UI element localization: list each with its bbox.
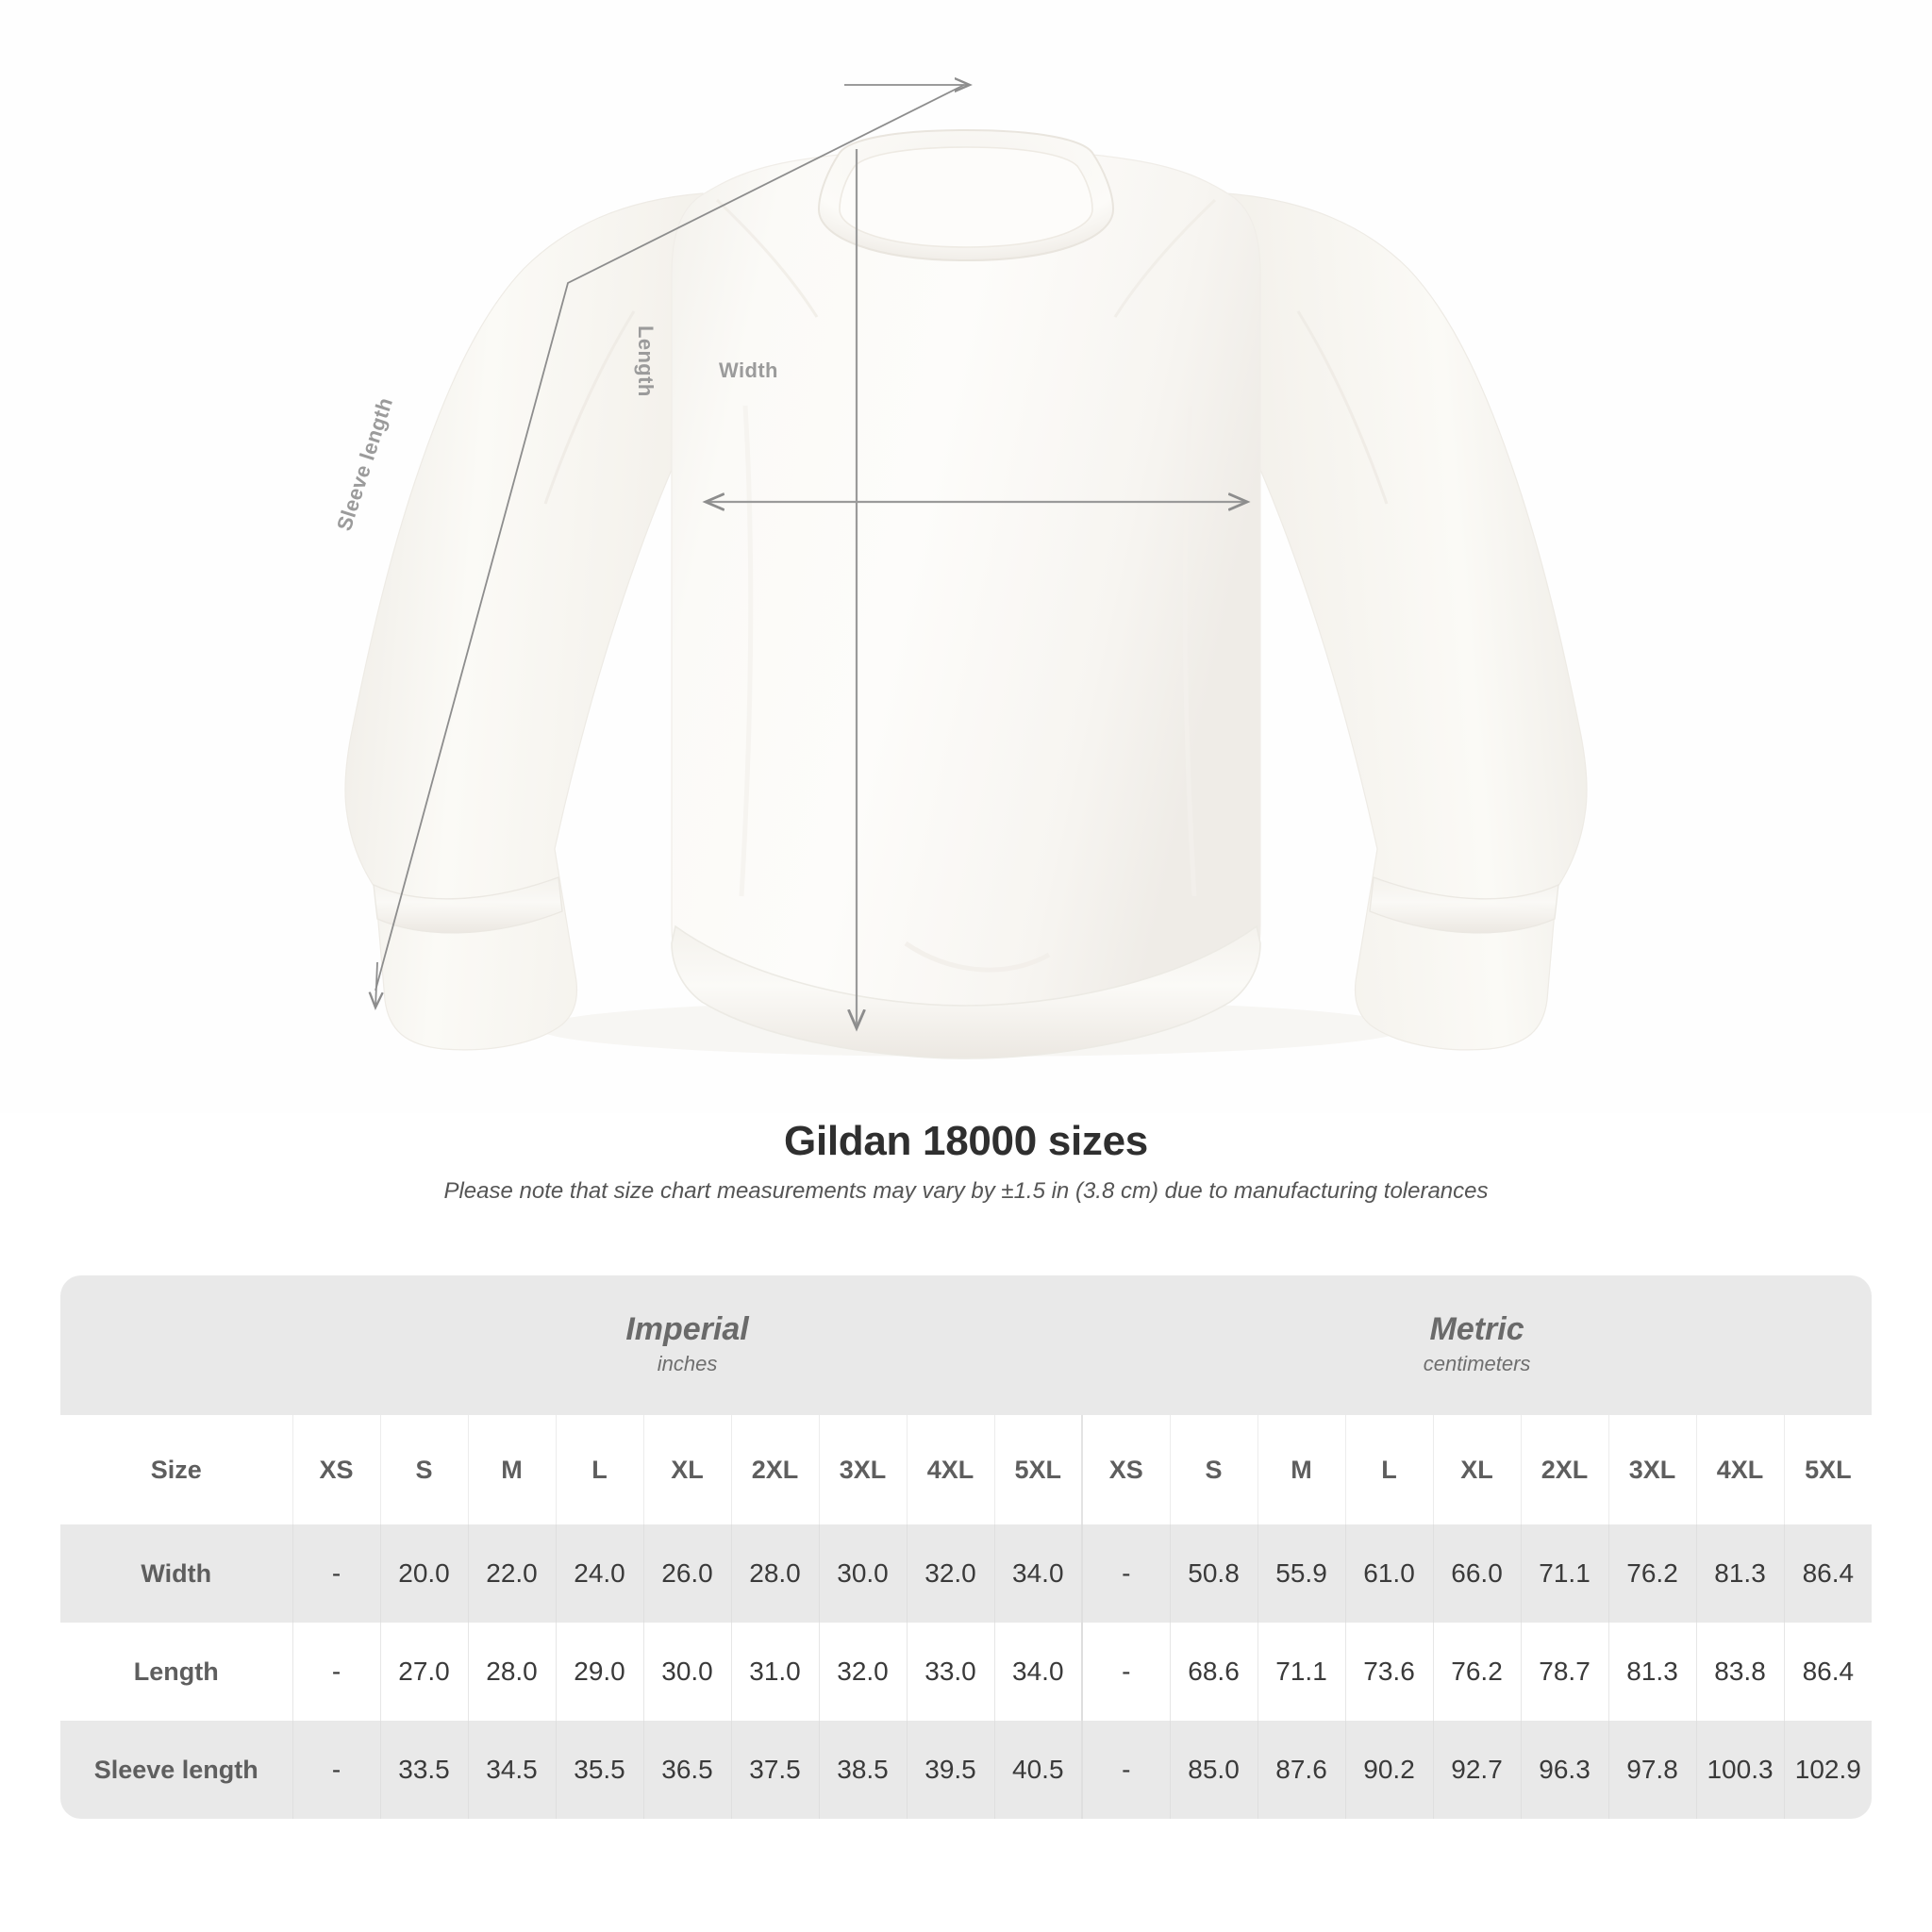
unit-system-name: Metric (1429, 1310, 1524, 1347)
cell-width-imperial-xl: 26.0 (642, 1524, 731, 1623)
cell-sleeve-length-metric-m: 87.6 (1257, 1721, 1346, 1819)
cell-sleeve-length-imperial-xs: - (291, 1721, 380, 1819)
cell-sleeve-length-metric-3xl: 97.8 (1607, 1721, 1697, 1819)
cell-length-metric-3xl: 81.3 (1607, 1623, 1697, 1721)
cell-width-metric-2xl: 71.1 (1520, 1524, 1609, 1623)
size-header-metric-s: S (1169, 1415, 1258, 1524)
cell-sleeve-length-imperial-xl: 36.5 (642, 1721, 731, 1819)
size-header-imperial-xl: XL (642, 1415, 731, 1524)
size-header-imperial-5xl: 5XL (993, 1415, 1083, 1524)
cell-sleeve-length-metric-xs: - (1081, 1721, 1171, 1819)
size-header-imperial-4xl: 4XL (906, 1415, 994, 1524)
cell-length-imperial-2xl: 31.0 (730, 1623, 819, 1721)
cell-width-metric-s: 50.8 (1169, 1524, 1258, 1623)
size-chart-table-container: Imperial inches Metric centimeters Size XS S M L… (60, 1275, 1873, 1819)
size-header-metric-3xl: 3XL (1607, 1415, 1697, 1524)
cell-width-imperial-xs: - (291, 1524, 380, 1623)
cell-length-imperial-xl: 30.0 (642, 1623, 731, 1721)
size-header-imperial-2xl: 2XL (730, 1415, 819, 1524)
cell-sleeve-length-metric-4xl: 100.3 (1695, 1721, 1785, 1819)
cell-length-metric-xs: - (1081, 1623, 1171, 1721)
cell-length-imperial-l: 29.0 (555, 1623, 643, 1721)
tolerance-note: Please note that size chart measurements… (443, 1178, 1489, 1204)
cell-width-imperial-m: 22.0 (467, 1524, 556, 1623)
cell-width-imperial-3xl: 30.0 (818, 1524, 907, 1623)
size-column-header: Size (60, 1415, 292, 1524)
cell-length-imperial-5xl: 34.0 (993, 1623, 1083, 1721)
cell-sleeve-length-imperial-5xl: 40.5 (993, 1721, 1083, 1819)
size-header-metric-4xl: 4XL (1695, 1415, 1785, 1524)
unit-measure-name: inches (657, 1352, 718, 1376)
cell-sleeve-length-metric-5xl: 102.9 (1783, 1721, 1873, 1819)
size-header-metric-l: L (1344, 1415, 1434, 1524)
cell-sleeve-length-imperial-3xl: 38.5 (818, 1721, 907, 1819)
size-header-metric-2xl: 2XL (1520, 1415, 1609, 1524)
measurement-row-label: Sleeve length (60, 1721, 292, 1819)
size-header-metric-xl: XL (1432, 1415, 1522, 1524)
table-row: Length -27.0 28.0 29.0 30.0 31.0 32.0 33.0 34.0-… (60, 1623, 1873, 1721)
cell-width-metric-l: 61.0 (1344, 1524, 1434, 1623)
cell-width-metric-4xl: 81.3 (1695, 1524, 1785, 1623)
unit-header-imperial: Imperial inches (292, 1275, 1083, 1415)
unit-header-spacer (60, 1275, 292, 1415)
title-block: Gildan 18000 sizes Please note that size… (0, 1118, 1932, 1205)
size-header-imperial-xs: XS (291, 1415, 380, 1524)
cell-width-imperial-s: 20.0 (379, 1524, 468, 1623)
width-annotation-label: Width (719, 358, 778, 382)
unit-header-row: Imperial inches Metric centimeters (60, 1275, 1873, 1415)
size-header-row: Size XS S M L XL 2XL 3XL 4XL 5XL XS S M L XL 2XL 3XL 4XL 5… (60, 1415, 1873, 1524)
cell-sleeve-length-imperial-s: 33.5 (379, 1721, 468, 1819)
size-header-imperial-s: S (379, 1415, 468, 1524)
size-header-imperial-3xl: 3XL (818, 1415, 907, 1524)
cell-width-imperial-4xl: 32.0 (906, 1524, 994, 1623)
cell-length-metric-l: 73.6 (1344, 1623, 1434, 1721)
cell-sleeve-length-imperial-4xl: 39.5 (906, 1721, 994, 1819)
cell-sleeve-length-metric-2xl: 96.3 (1520, 1721, 1609, 1819)
unit-measure-name: centimeters (1423, 1352, 1531, 1376)
size-header-metric-5xl: 5XL (1783, 1415, 1873, 1524)
cell-width-metric-xs: - (1081, 1524, 1171, 1623)
cell-length-metric-2xl: 78.7 (1520, 1623, 1609, 1721)
cell-width-metric-5xl: 86.4 (1783, 1524, 1873, 1623)
cell-length-imperial-m: 28.0 (467, 1623, 556, 1721)
cell-width-imperial-2xl: 28.0 (730, 1524, 819, 1623)
cell-sleeve-length-imperial-m: 34.5 (467, 1721, 556, 1819)
length-annotation-label: Length (634, 325, 658, 397)
cell-length-imperial-4xl: 33.0 (906, 1623, 994, 1721)
cell-sleeve-length-imperial-l: 35.5 (555, 1721, 643, 1819)
garment-diagram: Length Width Sleeve length (332, 76, 1588, 1059)
cell-length-metric-s: 68.6 (1169, 1623, 1258, 1721)
cell-sleeve-length-metric-s: 85.0 (1169, 1721, 1258, 1819)
cell-length-imperial-s: 27.0 (379, 1623, 468, 1721)
sweatshirt-illustration (344, 128, 1588, 1059)
cell-width-metric-m: 55.9 (1257, 1524, 1346, 1623)
cell-length-imperial-3xl: 32.0 (818, 1623, 907, 1721)
size-header-imperial-l: L (555, 1415, 643, 1524)
cell-width-imperial-5xl: 34.0 (993, 1524, 1083, 1623)
size-header-imperial-m: M (467, 1415, 556, 1524)
cell-length-metric-m: 71.1 (1257, 1623, 1346, 1721)
cell-width-metric-xl: 66.0 (1432, 1524, 1522, 1623)
cell-length-metric-5xl: 86.4 (1783, 1623, 1873, 1721)
cell-width-imperial-l: 24.0 (555, 1524, 643, 1623)
unit-system-name: Imperial (625, 1310, 749, 1347)
size-header-metric-xs: XS (1081, 1415, 1171, 1524)
cell-sleeve-length-metric-xl: 92.7 (1432, 1721, 1522, 1819)
cell-length-metric-4xl: 83.8 (1695, 1623, 1785, 1721)
cell-length-metric-xl: 76.2 (1432, 1623, 1522, 1721)
unit-header-metric: Metric centimeters (1082, 1275, 1873, 1415)
measurement-row-label: Width (60, 1524, 292, 1623)
cell-length-imperial-xs: - (291, 1623, 380, 1721)
size-chart-table: Imperial inches Metric centimeters Size XS S M L… (60, 1275, 1873, 1819)
table-row: Sleeve length -33.5 34.5 35.5 36.5 37.5 38.5 39… (60, 1721, 1873, 1819)
page-title: Gildan 18000 sizes (784, 1118, 1148, 1164)
cell-width-metric-3xl: 76.2 (1607, 1524, 1697, 1623)
measurement-row-label: Length (60, 1623, 292, 1721)
cell-sleeve-length-metric-l: 90.2 (1344, 1721, 1434, 1819)
table-row: Width -20.0 22.0 24.0 26.0 28.0 30.0 32.0 34.0-5… (60, 1524, 1873, 1623)
size-header-metric-m: M (1257, 1415, 1346, 1524)
cell-sleeve-length-imperial-2xl: 37.5 (730, 1721, 819, 1819)
